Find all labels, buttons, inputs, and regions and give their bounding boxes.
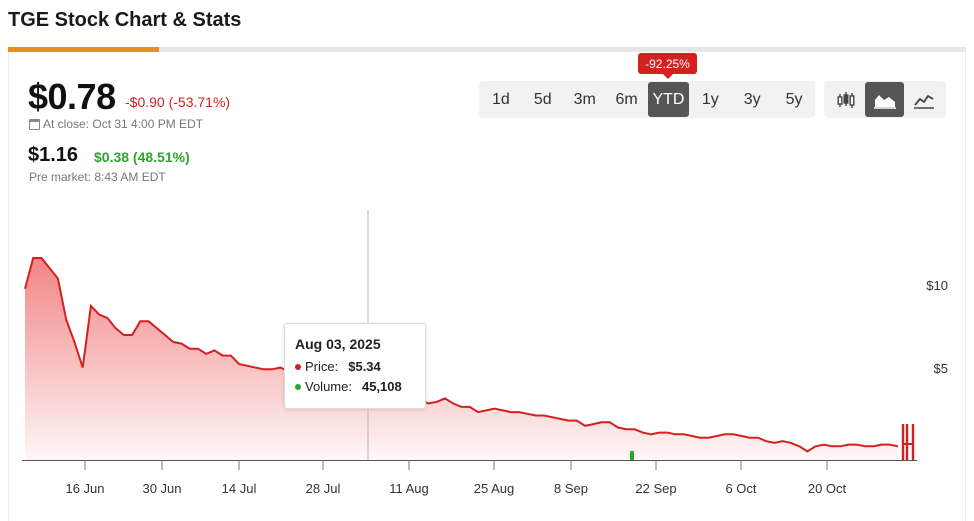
range-6m-button[interactable]: 6m	[615, 90, 638, 108]
tooltip-price-label: Price:	[305, 359, 339, 374]
premarket-change: $0.38 (48.51%)	[94, 149, 190, 165]
range-5y-button[interactable]: 5y	[785, 90, 803, 108]
x-tick-label: 30 Jun	[142, 481, 181, 496]
close-timestamp: At close: Oct 31 4:00 PM EDT	[29, 117, 203, 131]
tooltip-date: Aug 03, 2025	[295, 336, 381, 352]
area-chart-button[interactable]	[865, 82, 904, 117]
x-tick-label: 20 Oct	[808, 481, 847, 496]
price-area-fill	[25, 258, 898, 460]
area-chart-icon	[873, 94, 896, 109]
x-tick-label: 16 Jun	[65, 481, 104, 496]
tooltip-volume-value: 45,108	[361, 379, 402, 394]
tooltip-price-row: Price: $5.34	[295, 359, 415, 374]
line-chart-icon	[913, 94, 934, 109]
range-1y-button[interactable]: 1y	[701, 90, 719, 108]
y-tick-label: $5	[934, 361, 948, 376]
candlestick-button[interactable]	[826, 82, 865, 117]
price-change: -$0.90 (-53.71%)	[125, 94, 231, 110]
range-3y-button[interactable]: 3y	[743, 90, 761, 108]
x-tick-label: 8 Sep	[554, 481, 588, 496]
tooltip-volume-row: Volume: 45,108	[295, 379, 415, 394]
tooltip-volume-label: Volume:	[305, 379, 352, 394]
x-tick-label: 6 Oct	[725, 481, 756, 496]
y-tick-label: $10	[926, 278, 948, 293]
tab-rail	[8, 47, 966, 52]
x-tick-label: 22 Sep	[635, 481, 676, 496]
chart-type-selector	[824, 81, 946, 118]
ytd-change-badge: -92.25%	[638, 53, 697, 79]
page-title: TGE Stock Chart & Stats	[8, 9, 242, 31]
line-chart-button[interactable]	[904, 82, 943, 117]
x-tick-label: 25 Aug	[474, 481, 515, 496]
chart-tooltip: Aug 03, 2025 Price: $5.34 Volume: 45,108	[284, 323, 426, 409]
x-tick-label: 11 Aug	[389, 481, 429, 496]
current-price: $0.78	[28, 76, 116, 117]
premarket-label: Pre market: 8:43 AM EDT	[29, 170, 166, 184]
range-ytd-button[interactable]: YTD	[647, 82, 690, 117]
range-1d-button[interactable]: 1d	[492, 90, 510, 108]
price-line	[24, 257, 899, 453]
range-3m-button[interactable]: 3m	[573, 90, 596, 108]
volume-dot-icon	[295, 383, 301, 390]
x-tick-label: 14 Jul	[222, 481, 257, 496]
x-tick-label: 28 Jul	[306, 481, 341, 496]
price-dot-icon	[295, 363, 301, 370]
range-selector: 1d 5d 3m 6m YTD 1y 3y 5y	[479, 81, 815, 118]
tooltip-price-value: $5.34	[348, 359, 381, 374]
volume-bar	[630, 451, 634, 460]
range-5d-button[interactable]: 5d	[533, 90, 552, 108]
premarket-price: $1.16	[28, 144, 79, 166]
tab-active-indicator[interactable]	[8, 47, 159, 52]
candlestick-icon	[837, 91, 854, 108]
close-label: At close: Oct 31 4:00 PM EDT	[43, 117, 204, 131]
calendar-icon	[29, 118, 40, 130]
